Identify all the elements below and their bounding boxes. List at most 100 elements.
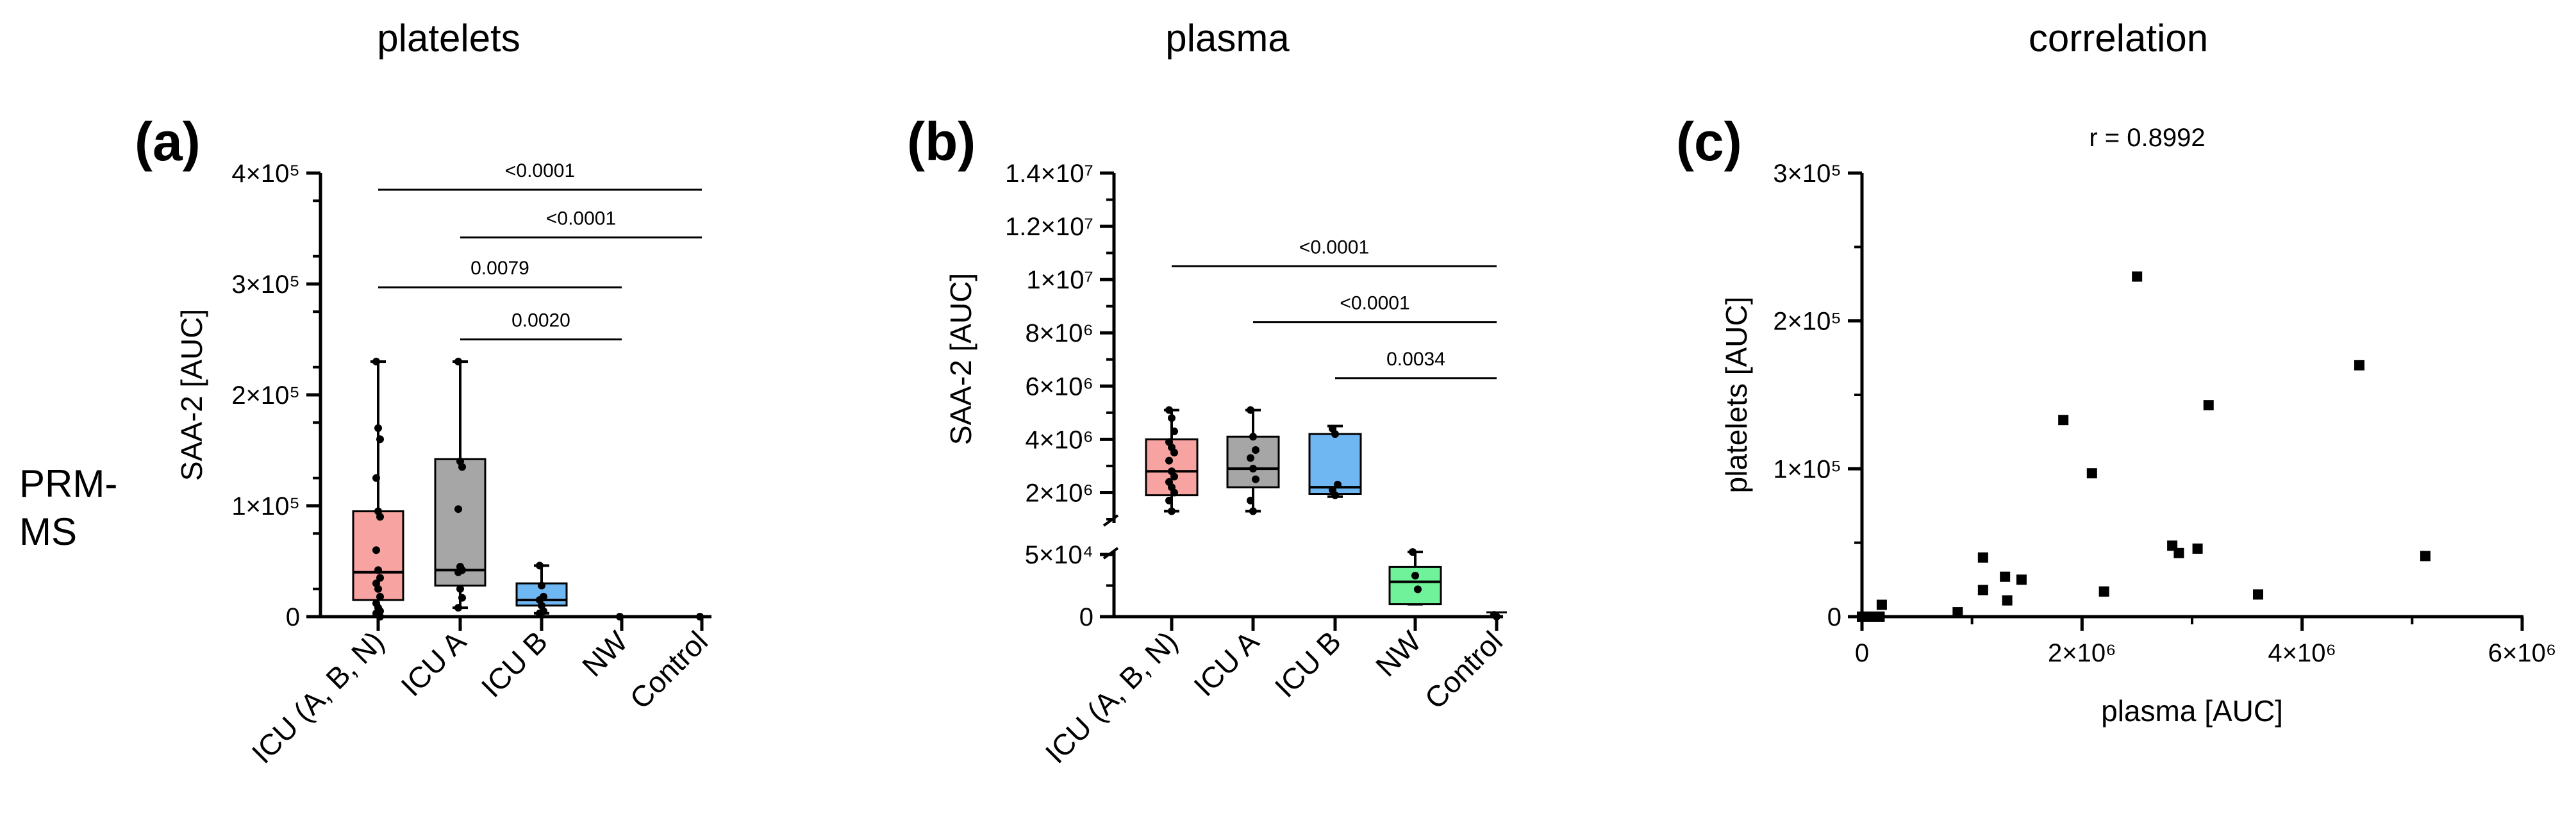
data-point <box>1252 446 1259 454</box>
data-point <box>1247 406 1254 414</box>
y-axis-title: SAA-2 [AUC] <box>175 309 208 481</box>
scatter-point <box>2086 468 2097 479</box>
data-point <box>454 604 462 612</box>
data-point <box>536 562 544 570</box>
x-category-label: ICU (A, B, N) <box>245 624 391 770</box>
data-point <box>1170 427 1178 435</box>
scatter-point <box>2058 415 2069 426</box>
scatter-point <box>1876 599 1887 610</box>
panel-a-letter: (a) <box>135 112 201 172</box>
scatter-point <box>2420 551 2431 562</box>
scatter-point <box>2192 543 2203 554</box>
y-tick-label: 3×10⁵ <box>231 271 300 299</box>
scatter-point <box>2016 574 2027 585</box>
p-value-label: 0.0034 <box>1386 349 1445 370</box>
data-point <box>1247 454 1254 462</box>
y-tick-label: 1.4×10⁷ <box>1005 160 1093 188</box>
data-point <box>696 613 704 620</box>
x-category-label: Control <box>1418 624 1509 715</box>
y-tick-label: 1×10⁷ <box>1026 266 1093 294</box>
panel-c-plot: 0 1×10⁵ 2×10⁵ 3×10⁵ 0 2×10⁶ 4×10⁶ 6×10⁶ platelet… <box>1720 124 2556 728</box>
data-point <box>376 435 384 444</box>
x-category-label: Control <box>623 624 714 715</box>
y-tick-label: 4×10⁵ <box>231 160 300 188</box>
panel-b-title: plasma <box>1165 17 1290 60</box>
data-point <box>1165 456 1173 465</box>
data-point <box>456 585 464 593</box>
data-point <box>374 424 382 432</box>
x-category-label: ICU A <box>394 624 472 703</box>
x-category-label: ICU (A, B, N) <box>1039 624 1184 770</box>
y-axis-title: SAA-2 [AUC] <box>944 273 977 445</box>
data-point <box>372 546 380 554</box>
x-category-label: NW <box>576 624 634 683</box>
p-value-label: 0.0079 <box>470 258 529 279</box>
scatter-point <box>2253 589 2263 600</box>
data-point <box>376 513 384 521</box>
y-tick-label: 5×10⁴ <box>1025 541 1093 569</box>
data-point <box>372 358 380 366</box>
x-category-label: ICU B <box>1268 624 1348 704</box>
x-category-label: ICU A <box>1187 624 1265 703</box>
y-tick-label: 0 <box>1827 603 1841 631</box>
y-tick-label: 2×10⁶ <box>1025 479 1093 507</box>
x-tick-label: 6×10⁶ <box>2488 639 2557 667</box>
panel-b-letter: (b) <box>907 112 976 172</box>
y-tick-label: 1×10⁵ <box>231 492 300 520</box>
y-tick-label: 8×10⁶ <box>1025 319 1093 347</box>
data-point <box>1252 475 1259 483</box>
data-point <box>1411 571 1419 579</box>
data-point <box>454 568 462 576</box>
y-tick-label: 0 <box>286 603 300 631</box>
panel-c-title: correlation <box>2029 17 2208 60</box>
y-tick-label: 3×10⁵ <box>1773 160 1841 188</box>
data-point <box>1168 507 1176 515</box>
scatter-point <box>2354 360 2364 371</box>
data-point <box>1168 414 1176 422</box>
data-point <box>458 594 466 602</box>
x-tick-label: 0 <box>1855 639 1869 667</box>
data-point <box>1249 507 1257 515</box>
scatter-point <box>2173 547 2184 558</box>
scatter-point <box>1874 612 1885 622</box>
data-point <box>1170 449 1178 457</box>
panel-c-letter: (c) <box>1676 112 1742 172</box>
panel-b-plot: 0 5×10⁴ 2×10⁶ 4×10⁶ 6×10⁶ 8×10⁶ 1×10⁷ 1.2×10⁷ 1.… <box>944 160 1509 770</box>
x-tick-label: 2×10⁶ <box>2048 639 2116 667</box>
scatter-point <box>2002 595 2013 606</box>
data-point <box>1414 585 1422 594</box>
data-point <box>1165 406 1173 414</box>
panel-a-plot: 0 1×10⁵ 2×10⁵ 3×10⁵ 4×10⁵ SAA-2 [AUC] ICU (A, … <box>175 160 714 770</box>
data-point <box>1247 496 1254 504</box>
data-point <box>374 566 382 574</box>
data-point <box>1409 548 1417 556</box>
data-point <box>454 358 462 366</box>
x-category-label: NW <box>1369 624 1427 683</box>
scatter-point <box>2132 271 2143 282</box>
data-point <box>1170 472 1178 481</box>
y-tick-label: 0 <box>1079 603 1093 631</box>
data-point <box>1165 496 1173 504</box>
y-tick-label: 4×10⁶ <box>1025 426 1093 454</box>
row-label-line-2: MS <box>19 510 77 553</box>
y-tick-label: 2×10⁵ <box>1773 308 1841 336</box>
y-tick-label: 2×10⁵ <box>231 381 300 410</box>
row-label-line-1: PRM- <box>19 462 117 505</box>
data-point <box>1334 481 1342 488</box>
p-value-label: <0.0001 <box>505 160 575 181</box>
data-point <box>536 609 544 617</box>
y-tick-label: 1×10⁵ <box>1773 455 1841 483</box>
x-category-label: ICU B <box>475 624 554 704</box>
correlation-coefficient-label: r = 0.8992 <box>2089 124 2205 152</box>
data-point <box>1249 465 1257 473</box>
y-axis-title: platelets [AUC] <box>1720 297 1753 494</box>
scatter-point <box>1977 585 1988 595</box>
scatter-point <box>2203 400 2214 411</box>
data-point <box>1493 613 1500 620</box>
y-tick-label: 1.2×10⁷ <box>1005 213 1093 241</box>
scatter-point <box>1977 552 1988 563</box>
data-point <box>1170 488 1178 497</box>
data-point <box>1331 430 1339 438</box>
p-value-label: <0.0001 <box>546 208 616 229</box>
data-point <box>376 613 384 620</box>
